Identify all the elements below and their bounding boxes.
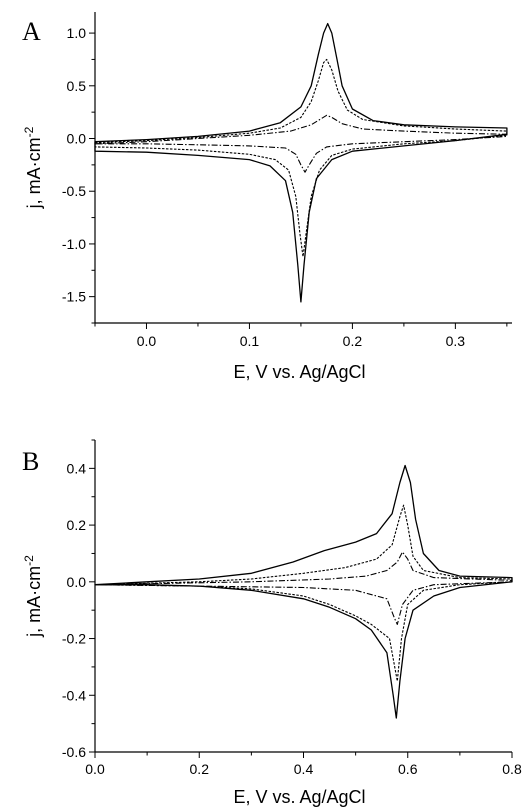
y-tick-label: -0.5 xyxy=(62,183,86,199)
x-tick-label: 0.6 xyxy=(398,761,418,777)
chart-panel-A: 0.0 0.1 0.2 0.3 1.0 0.5 0.0 -0.5 -1.0 -1.5 A E, V v… xyxy=(22,12,512,382)
x-axis-title: E, V vs. Ag/AgCl xyxy=(233,362,365,382)
x-tick-label: 0.4 xyxy=(294,761,314,777)
panel-label: A xyxy=(22,17,41,46)
x-tick-label: 0.1 xyxy=(240,333,260,349)
panel-label: B xyxy=(22,447,39,476)
y-tick-label: 0.0 xyxy=(67,131,87,147)
y-tick-label: -0.4 xyxy=(62,687,86,703)
y-tick-label: -0.2 xyxy=(62,631,86,647)
x-tick-label: 0.3 xyxy=(446,333,466,349)
y-tick-label: 1.0 xyxy=(67,25,87,41)
y-tick-label: 0.2 xyxy=(67,517,87,533)
series-line-dashdot xyxy=(94,114,508,173)
x-axis-title: E, V vs. Ag/AgCl xyxy=(233,787,365,807)
x-tick-label: 0.2 xyxy=(190,761,210,777)
x-tick-label: 0.2 xyxy=(343,333,363,349)
chart-panel-B: 0.0 0.2 0.4 0.6 0.8 0.4 0.2 0.0 -0.2 -0.4 -0.6 B E, … xyxy=(22,439,522,807)
series-line-solid xyxy=(94,22,508,303)
y-tick-label: 0.5 xyxy=(67,78,87,94)
y-axis-title: j, mA·cm-2 xyxy=(22,126,44,209)
y-axis-title: j, mA·cm-2 xyxy=(22,555,44,638)
x-tick-label: 0.0 xyxy=(85,761,105,777)
series-line-dashed xyxy=(94,58,508,258)
series-line-solid xyxy=(94,464,513,719)
x-tick-label: 0.0 xyxy=(137,333,157,349)
series-line-dashed xyxy=(94,504,513,682)
y-tick-label: 0.4 xyxy=(67,460,87,476)
y-tick-label: -1.5 xyxy=(62,289,86,305)
series-line-dashdot xyxy=(94,551,513,625)
y-tick-label: -1.0 xyxy=(62,236,86,252)
x-tick-label: 0.8 xyxy=(502,761,522,777)
y-tick-label: -0.6 xyxy=(62,744,86,760)
y-tick-label: 0.0 xyxy=(67,574,87,590)
